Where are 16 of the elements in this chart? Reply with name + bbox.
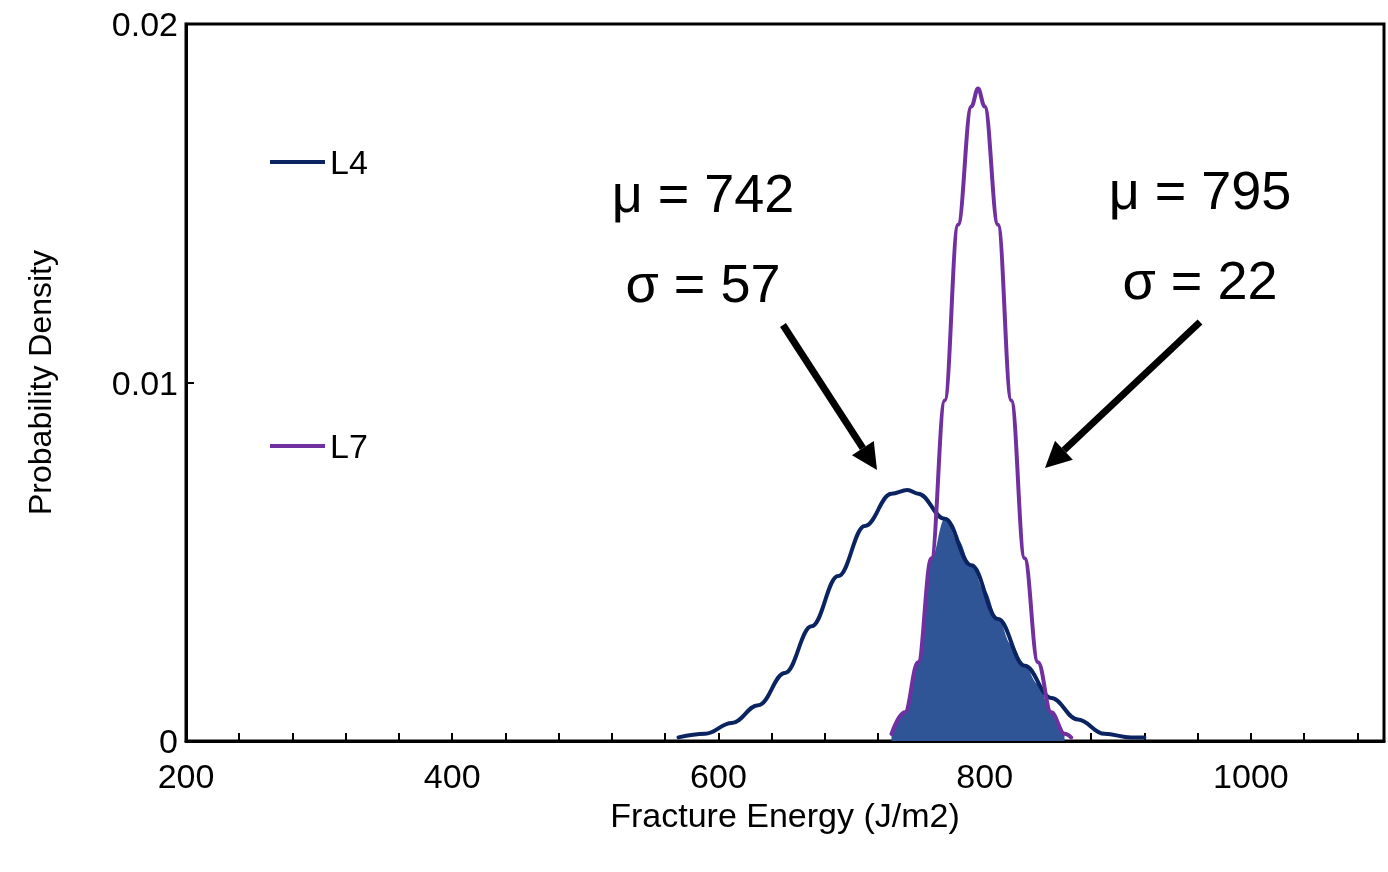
line-series (676, 488, 1147, 740)
y-tick-label: 0.02 (111, 5, 178, 43)
annotation: μ = 795 σ = 22 (1108, 160, 1292, 310)
legend-label: L7 (330, 427, 368, 465)
y-tick-label: 0.01 (111, 363, 178, 402)
x-tick-label: 800 (956, 757, 1014, 795)
x-axis-title: Fracture Energy (J/m2) (610, 795, 960, 834)
annotation: μ = 742 σ = 57 (611, 163, 795, 313)
line-series (889, 86, 1074, 740)
legend-label: L4 (330, 143, 368, 181)
x-tick-label: 600 (690, 757, 747, 795)
y-axis-title: Probability Density (22, 250, 58, 515)
x-tick-label: 200 (157, 757, 215, 795)
x-tick-label: 1000 (1213, 757, 1289, 795)
x-tick-label: 400 (423, 757, 481, 795)
y-tick-label: 0 (159, 722, 178, 760)
